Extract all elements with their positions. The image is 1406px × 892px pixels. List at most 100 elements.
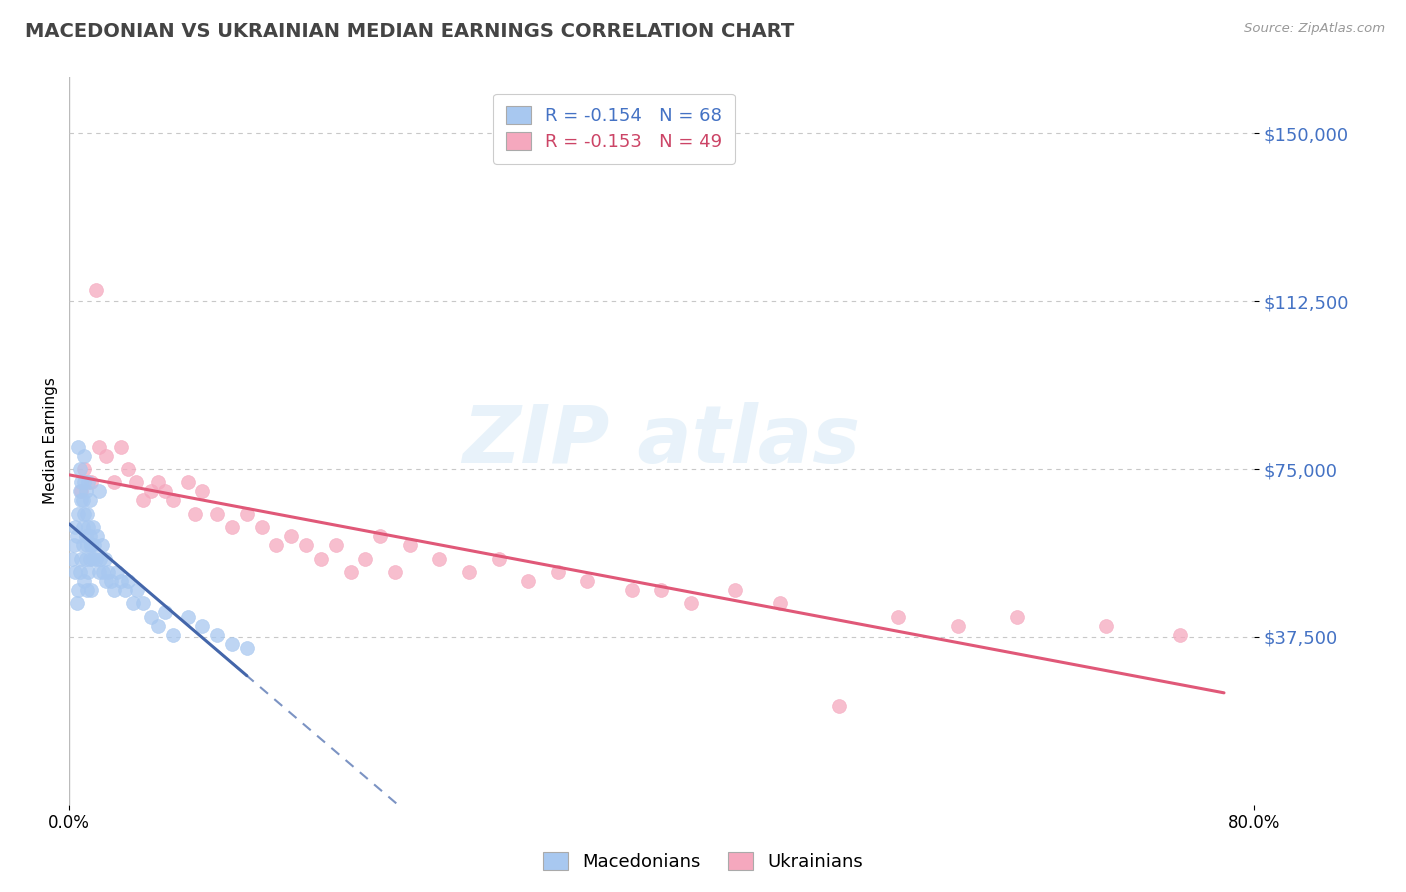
Point (110, 574, 132, 588)
Point (155, 605, 177, 619)
Point (83, 538, 105, 552)
Point (236, 507, 259, 521)
Point (67, 440, 90, 454)
Point (207, 507, 229, 521)
Point (162, 627, 184, 641)
Point (132, 493, 155, 508)
Point (488, 551, 510, 566)
Point (87, 565, 110, 579)
Point (122, 596, 145, 610)
Point (79, 551, 101, 566)
Point (139, 484, 162, 499)
Text: MACEDONIAN VS UKRAINIAN MEDIAN EARNINGS CORRELATION CHART: MACEDONIAN VS UKRAINIAN MEDIAN EARNINGS … (25, 22, 794, 41)
Legend: Macedonians, Ukrainians: Macedonians, Ukrainians (536, 846, 870, 879)
Point (73, 507, 96, 521)
Point (63, 565, 86, 579)
Point (75, 551, 97, 566)
Point (828, 699, 851, 714)
Point (69, 484, 91, 499)
Point (184, 507, 207, 521)
Point (309, 551, 332, 566)
Point (398, 538, 420, 552)
Point (77, 475, 100, 490)
Point (79, 529, 101, 543)
Point (87, 440, 110, 454)
Point (72, 520, 94, 534)
Point (72, 493, 94, 508)
Point (96, 574, 118, 588)
Point (75, 529, 97, 543)
Point (67, 507, 90, 521)
Point (221, 636, 243, 650)
Point (96, 449, 118, 463)
Point (946, 618, 969, 632)
Point (517, 574, 540, 588)
Point (70, 551, 93, 566)
Point (76, 582, 98, 597)
Point (724, 582, 747, 597)
Point (67, 582, 90, 597)
Point (90, 538, 112, 552)
Point (103, 582, 125, 597)
Point (295, 538, 318, 552)
Point (114, 582, 136, 597)
Point (73, 449, 96, 463)
Point (80, 538, 103, 552)
Point (76, 538, 98, 552)
Point (427, 551, 450, 566)
Point (679, 596, 702, 610)
Point (1005, 609, 1028, 624)
Point (73, 574, 96, 588)
Legend: R = -0.154   N = 68, R = -0.153   N = 49: R = -0.154 N = 68, R = -0.153 N = 49 (494, 94, 735, 164)
Point (87, 484, 110, 499)
Point (62, 538, 84, 552)
Text: Source: ZipAtlas.com: Source: ZipAtlas.com (1244, 22, 1385, 36)
Point (66, 529, 89, 543)
Point (384, 565, 406, 579)
Point (80, 538, 103, 552)
Point (250, 520, 273, 534)
Point (73, 475, 96, 490)
Point (103, 475, 125, 490)
Point (66, 596, 89, 610)
Point (1094, 618, 1116, 632)
Point (139, 609, 162, 624)
Point (69, 565, 91, 579)
Point (100, 574, 122, 588)
Point (110, 440, 132, 454)
Point (236, 641, 259, 656)
Point (620, 582, 643, 597)
Point (458, 565, 481, 579)
Point (79, 493, 101, 508)
Point (191, 484, 214, 499)
Text: ZIP atlas: ZIP atlas (463, 402, 860, 480)
Point (80, 582, 103, 597)
Point (82, 551, 104, 566)
Point (132, 596, 155, 610)
Point (70, 493, 93, 508)
Point (60, 551, 83, 566)
Point (63, 520, 86, 534)
Point (127, 582, 149, 597)
Point (91, 565, 114, 579)
Point (650, 582, 672, 597)
Point (82, 520, 104, 534)
Point (80, 475, 103, 490)
Point (117, 574, 139, 588)
Point (77, 565, 100, 579)
Point (69, 462, 91, 476)
Point (97, 565, 120, 579)
Point (887, 609, 910, 624)
Point (339, 565, 361, 579)
Point (70, 484, 93, 499)
Point (221, 520, 243, 534)
Point (1168, 627, 1191, 641)
Y-axis label: Median Earnings: Median Earnings (44, 377, 58, 505)
Point (105, 565, 128, 579)
Point (86, 529, 108, 543)
Point (207, 627, 229, 641)
Point (325, 538, 347, 552)
Point (354, 551, 377, 566)
Point (72, 538, 94, 552)
Point (77, 520, 100, 534)
